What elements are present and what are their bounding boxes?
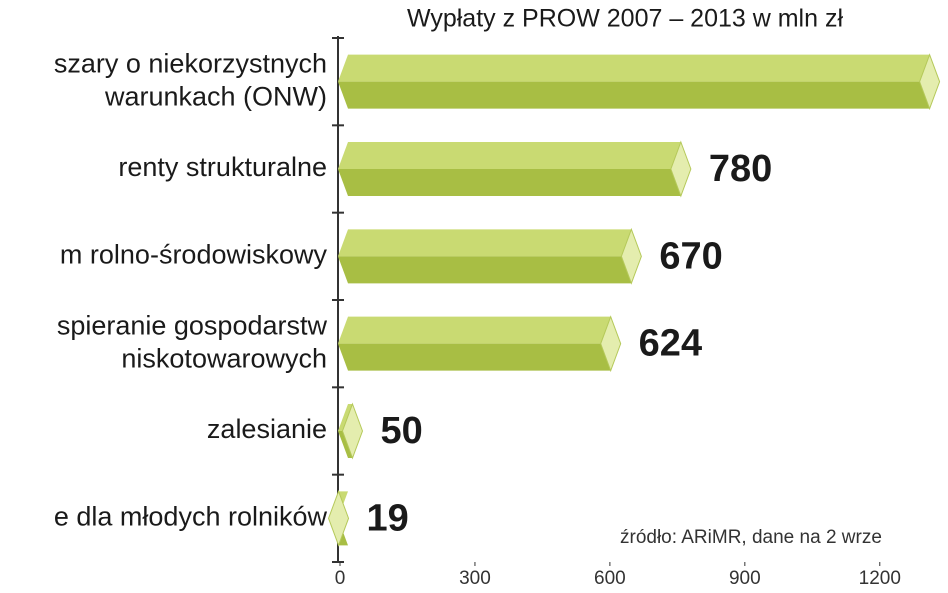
category-label: spieranie gospodarstw bbox=[57, 310, 328, 340]
bar bbox=[338, 402, 364, 460]
category-label: szary o niekorzystnych bbox=[54, 48, 327, 78]
category-label: e dla młodych rolników bbox=[54, 501, 328, 531]
x-tick-label: 900 bbox=[729, 568, 761, 589]
value-label: 50 bbox=[380, 410, 422, 452]
value-label: 19 bbox=[367, 497, 409, 539]
category-label: niskotowarowych bbox=[121, 343, 327, 373]
value-label: 624 bbox=[639, 323, 702, 365]
value-label: 670 bbox=[659, 235, 722, 277]
value-label: 780 bbox=[709, 148, 772, 190]
category-label: m rolno-środowiskowy bbox=[60, 239, 328, 269]
bar bbox=[338, 140, 692, 198]
bar bbox=[338, 53, 941, 111]
source-note: źródło: ARiMR, dane na 2 wrze bbox=[620, 527, 882, 548]
category-label: zalesianie bbox=[207, 414, 327, 444]
bar bbox=[338, 315, 622, 373]
bar bbox=[328, 489, 350, 547]
x-tick-label: 1200 bbox=[859, 568, 901, 589]
chart-title: Wypłaty z PROW 2007 – 2013 w mln zł bbox=[407, 5, 843, 33]
x-tick-label: 300 bbox=[459, 568, 491, 589]
category-label: warunkach (ONW) bbox=[104, 81, 327, 111]
bar bbox=[338, 227, 642, 285]
x-tick-label: 600 bbox=[594, 568, 626, 589]
x-tick-label: 0 bbox=[335, 568, 346, 589]
category-label: renty strukturalne bbox=[118, 152, 327, 182]
